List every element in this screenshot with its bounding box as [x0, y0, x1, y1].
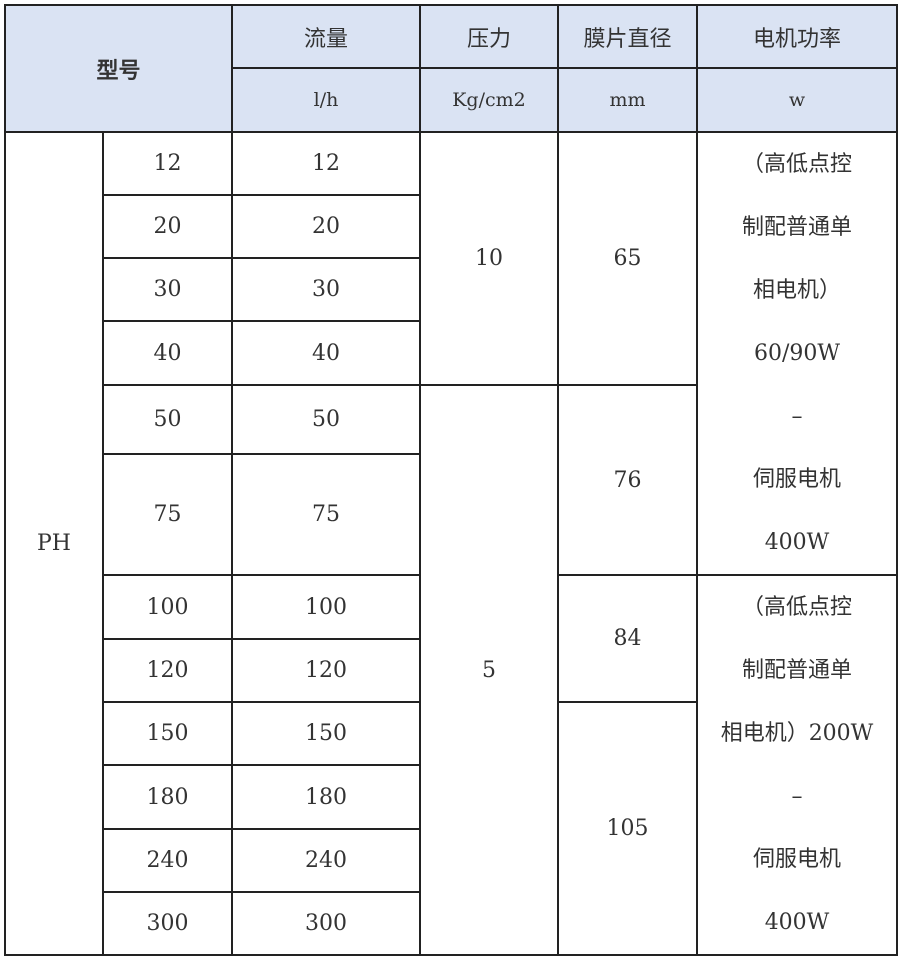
flow-cell: 180	[231, 764, 421, 830]
power-line: 400W	[764, 910, 830, 935]
pressure-cell: 10	[419, 131, 559, 386]
power-line: （高低点控	[741, 152, 852, 177]
flow-cell: 40	[231, 320, 421, 386]
flow-cell: 240	[231, 828, 421, 893]
flow-cell: 150	[231, 701, 421, 766]
pump-spec-table: 型号 流量 压力 膜片直径 电机功率 l/h Kg/cm2 mm w PH 12…	[4, 4, 898, 956]
model-cell: 30	[102, 257, 233, 322]
model-cell: 120	[102, 638, 233, 703]
model-cell: 240	[102, 828, 233, 893]
flow-cell: 20	[231, 194, 421, 259]
flow-cell: 120	[231, 638, 421, 703]
diameter-cell: 105	[557, 701, 698, 956]
header-model: 型号	[4, 4, 233, 133]
model-cell: 300	[102, 891, 233, 956]
model-cell: 100	[102, 574, 233, 640]
power-line: 制配普通单	[741, 658, 852, 683]
unit-power: w	[696, 67, 898, 133]
pressure-cell: 5	[419, 384, 559, 956]
power-line: 制配普通单	[741, 215, 852, 240]
header-flow: 流量	[231, 4, 421, 69]
power-cell: （高低点控 制配普通单 相电机） 60/90W – 伺服电机 400W	[696, 131, 898, 576]
model-cell: 40	[102, 320, 233, 386]
power-line: –	[791, 404, 803, 429]
diameter-cell: 65	[557, 131, 698, 386]
header-pressure: 压力	[419, 4, 559, 69]
model-cell: 180	[102, 764, 233, 830]
power-line: （高低点控	[741, 595, 852, 620]
power-cell: （高低点控 制配普通单 相电机）200W – 伺服电机 400W	[696, 574, 898, 956]
model-cell: 150	[102, 701, 233, 766]
diameter-cell: 76	[557, 384, 698, 576]
model-cell: 75	[102, 453, 233, 576]
unit-diameter: mm	[557, 67, 698, 133]
unit-flow: l/h	[231, 67, 421, 133]
flow-cell: 50	[231, 384, 421, 455]
power-line: 伺服电机	[752, 467, 841, 492]
model-cell: 20	[102, 194, 233, 259]
power-line: 伺服电机	[752, 847, 841, 872]
flow-cell: 100	[231, 574, 421, 640]
power-line: 相电机）200W	[720, 721, 874, 746]
diameter-cell: 84	[557, 574, 698, 703]
power-line: 相电机）	[752, 278, 841, 303]
flow-cell: 75	[231, 453, 421, 576]
model-cell: 12	[102, 131, 233, 196]
unit-pressure: Kg/cm2	[419, 67, 559, 133]
flow-cell: 30	[231, 257, 421, 322]
flow-cell: 300	[231, 891, 421, 956]
model-cell: 50	[102, 384, 233, 455]
series-cell: PH	[4, 131, 104, 956]
power-line: 60/90W	[753, 341, 840, 366]
flow-cell: 12	[231, 131, 421, 196]
header-power: 电机功率	[696, 4, 898, 69]
power-line: 400W	[764, 530, 830, 555]
header-diameter: 膜片直径	[557, 4, 698, 69]
power-line: –	[791, 784, 803, 809]
